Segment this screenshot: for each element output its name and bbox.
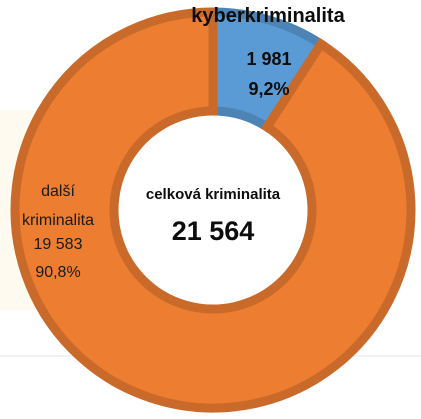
percent-label: 90,8% (35, 264, 81, 281)
value-label: 19 583 (33, 236, 83, 253)
category-label: další kriminalita (21, 183, 94, 229)
center-title: celková kriminalita (145, 186, 281, 203)
donut (10, 7, 416, 413)
percent-label: 9,2% (248, 79, 290, 99)
donut-segment (10, 7, 416, 413)
total-label: 21 564 (171, 216, 255, 246)
category-label: kyberkriminalita (191, 5, 345, 27)
value-label: 1 981 (246, 49, 292, 69)
